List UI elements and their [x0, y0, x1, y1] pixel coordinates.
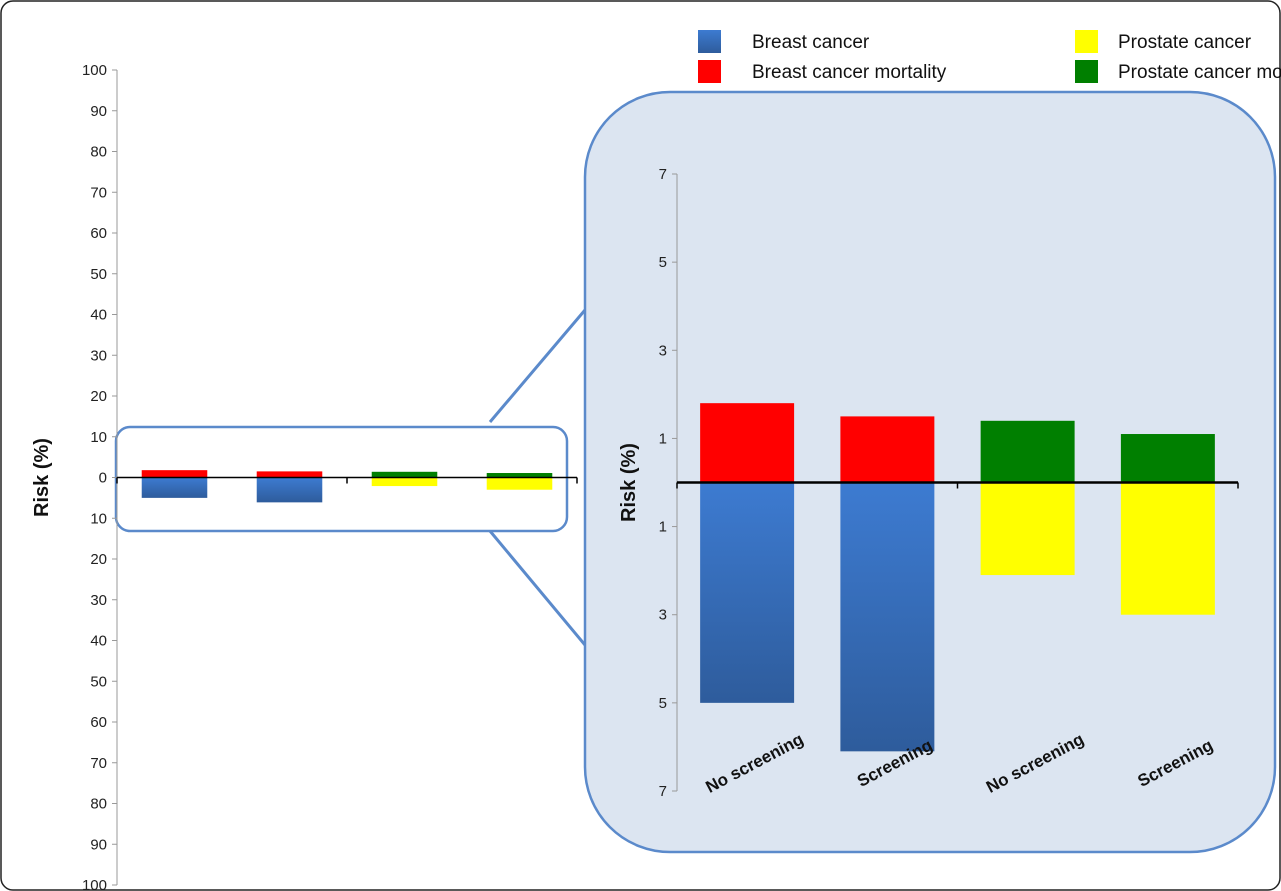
- bar-prostate-cancer-mortality: [1120, 434, 1215, 483]
- y-tick-label: 80: [90, 144, 107, 161]
- y-tick-label: 40: [90, 307, 107, 324]
- bar-prostate-cancer: [1120, 482, 1215, 615]
- y-tick-label: 60: [90, 225, 107, 242]
- y-tick-label: 50: [90, 673, 107, 690]
- legend-label-prostate-cancer-mortality: Prostate cancer mortality: [1118, 62, 1281, 83]
- bar-prostate-cancer-mortality: [980, 420, 1075, 483]
- bar-prostate-cancer: [980, 482, 1075, 576]
- y-tick-label: 30: [90, 592, 107, 609]
- legend-label-prostate-cancer: Prostate cancer: [1118, 32, 1252, 53]
- bar-prostate-cancer-mortality: [371, 471, 438, 478]
- y-tick-label: 90: [90, 836, 107, 853]
- zoom-region-box: [114, 425, 569, 533]
- bar-breast-cancer: [256, 477, 323, 503]
- legend-swatch-breast-cancer: [698, 30, 721, 53]
- bar-prostate-cancer-mortality: [486, 473, 553, 478]
- y-tick-label: 100: [82, 62, 107, 79]
- bar-prostate-cancer: [371, 477, 438, 487]
- y-tick-label: 3: [659, 342, 667, 359]
- bar-prostate-cancer: [486, 477, 553, 490]
- bar-breast-cancer-mortality: [256, 471, 323, 478]
- bar-breast-cancer: [700, 482, 795, 703]
- legend-label-breast-cancer-mortality: Breast cancer mortality: [752, 62, 947, 83]
- y-tick-label: 70: [90, 755, 107, 772]
- y-tick-label: 10: [90, 510, 107, 527]
- y-tick-label: 1: [659, 519, 667, 536]
- legend-swatch-breast-cancer-mortality: [698, 60, 721, 83]
- y-axis-label: Risk (%): [618, 443, 640, 522]
- y-tick-label: 60: [90, 714, 107, 731]
- bar-breast-cancer: [840, 482, 935, 752]
- y-tick-label: 7: [659, 783, 667, 800]
- y-tick-label: 70: [90, 184, 107, 201]
- bar-breast-cancer-mortality: [141, 470, 208, 478]
- y-tick-label: 1: [659, 430, 667, 447]
- y-tick-label: 5: [659, 695, 667, 712]
- legend: Breast cancer Prostate cancer Breast cance…: [698, 30, 1281, 83]
- y-tick-label: 80: [90, 796, 107, 813]
- y-tick-label: 7: [659, 166, 667, 183]
- y-tick-label: 20: [90, 388, 107, 405]
- y-tick-label: 40: [90, 633, 107, 650]
- legend-swatch-prostate-cancer-mortality: [1075, 60, 1098, 83]
- y-tick-label: 100: [82, 877, 107, 891]
- legend-swatch-prostate-cancer: [1075, 30, 1098, 53]
- y-tick-label: 20: [90, 551, 107, 568]
- y-axis-label: Risk (%): [31, 438, 53, 517]
- y-tick-label: 10: [90, 429, 107, 446]
- main-chart: 1009080706050403020100102030405060708090…: [31, 62, 578, 891]
- bar-breast-cancer-mortality: [700, 403, 795, 483]
- y-tick-label: 0: [99, 470, 107, 487]
- y-tick-label: 30: [90, 347, 107, 364]
- bar-breast-cancer-mortality: [840, 416, 935, 483]
- zoom-line-bottom: [488, 530, 587, 646]
- y-tick-label: 3: [659, 607, 667, 624]
- y-tick-label: 90: [90, 103, 107, 120]
- y-tick-label: 5: [659, 254, 667, 271]
- zoom-line-top: [488, 309, 587, 423]
- legend-label-breast-cancer: Breast cancer: [752, 32, 870, 53]
- y-tick-label: 50: [90, 266, 107, 283]
- bar-breast-cancer: [141, 477, 208, 498]
